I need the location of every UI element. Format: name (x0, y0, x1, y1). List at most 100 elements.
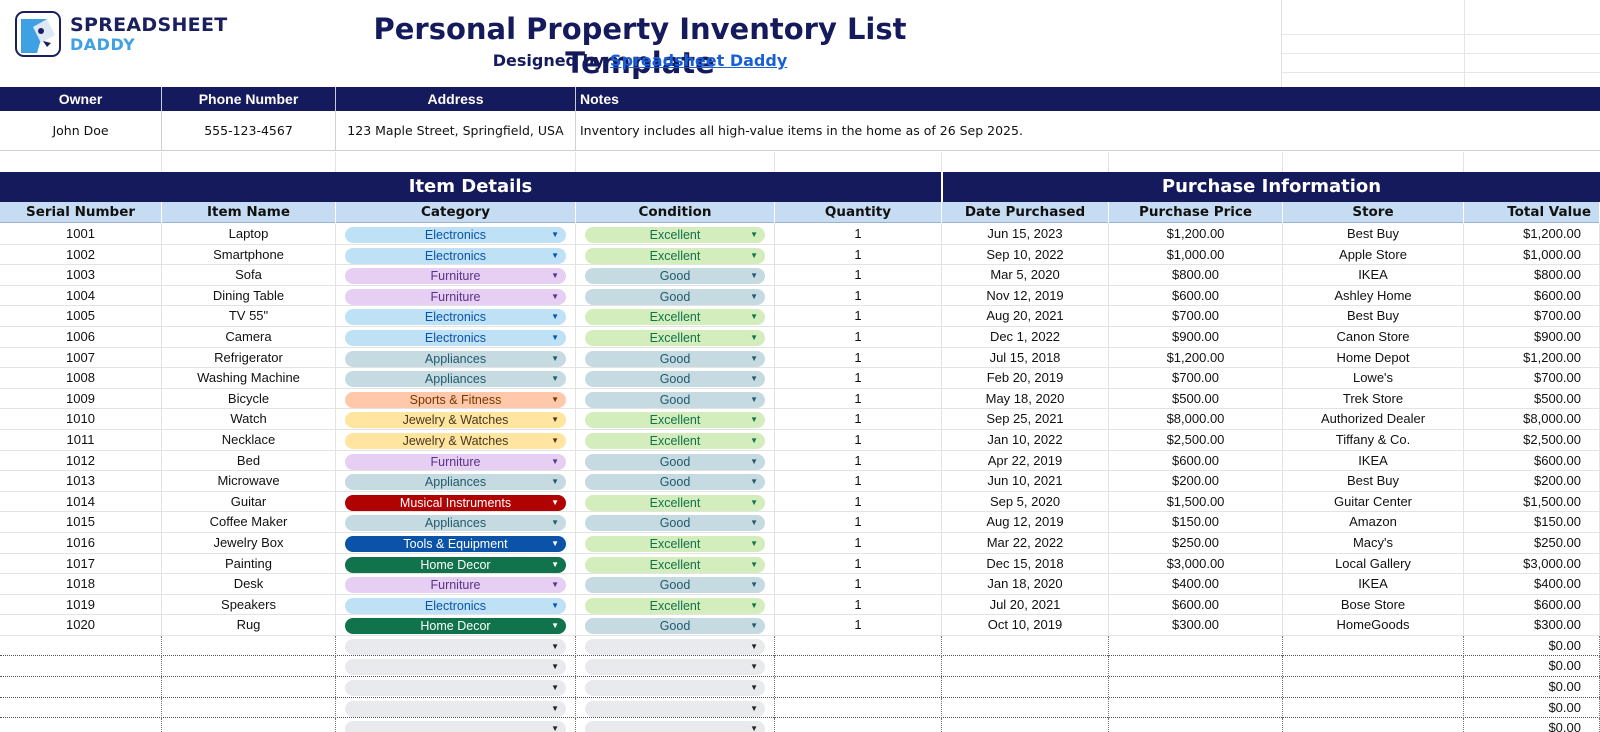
purchase-price-cell[interactable]: $250.00 (1109, 532, 1283, 553)
dropdown-arrow-icon[interactable]: ▼ (551, 271, 559, 281)
serial-number-cell[interactable]: 1014 (0, 491, 162, 512)
serial-number-cell[interactable]: 1007 (0, 347, 162, 368)
serial-number-cell[interactable]: 1013 (0, 471, 162, 492)
condition-dropdown[interactable]: Excellent ▼ (585, 597, 765, 614)
item-name-cell[interactable] (162, 697, 336, 718)
purchase-price-cell[interactable]: $500.00 (1109, 388, 1283, 409)
condition-dropdown[interactable]: Good ▼ (585, 618, 765, 635)
date-purchased-cell[interactable]: Jan 18, 2020 (942, 574, 1109, 595)
category-dropdown[interactable]: Appliances ▼ (345, 350, 566, 367)
total-value-cell[interactable]: $800.00 (1464, 265, 1600, 286)
purchase-price-cell[interactable] (1109, 718, 1283, 732)
purchase-price-cell[interactable] (1109, 677, 1283, 698)
purchase-price-cell[interactable]: $700.00 (1109, 368, 1283, 389)
dropdown-arrow-icon[interactable]: ▼ (551, 621, 559, 631)
total-value-cell[interactable]: $1,000.00 (1464, 244, 1600, 265)
date-purchased-cell[interactable]: Sep 25, 2021 (942, 409, 1109, 430)
item-name-cell[interactable]: Bicycle (162, 388, 336, 409)
quantity-cell[interactable]: 1 (775, 388, 942, 409)
date-purchased-cell[interactable]: Dec 15, 2018 (942, 553, 1109, 574)
item-name-cell[interactable]: Camera (162, 326, 336, 347)
dropdown-arrow-icon[interactable]: ▼ (750, 600, 758, 610)
total-value-cell[interactable]: $600.00 (1464, 594, 1600, 615)
dropdown-arrow-icon[interactable]: ▼ (551, 538, 559, 548)
total-value-cell[interactable]: $2,500.00 (1464, 429, 1600, 450)
total-value-cell[interactable]: $900.00 (1464, 326, 1600, 347)
serial-number-cell[interactable] (0, 656, 162, 677)
quantity-cell[interactable]: 1 (775, 306, 942, 327)
item-name-cell[interactable]: Desk (162, 574, 336, 595)
purchase-price-cell[interactable]: $200.00 (1109, 471, 1283, 492)
designer-link[interactable]: Spreadsheet Daddy (610, 51, 788, 70)
item-name-cell[interactable] (162, 656, 336, 677)
item-name-cell[interactable]: Smartphone (162, 244, 336, 265)
category-dropdown[interactable]: ▼ (345, 700, 566, 717)
condition-dropdown[interactable]: Excellent ▼ (585, 556, 765, 573)
purchase-price-cell[interactable]: $600.00 (1109, 450, 1283, 471)
date-purchased-cell[interactable]: Apr 22, 2019 (942, 450, 1109, 471)
quantity-cell[interactable]: 1 (775, 491, 942, 512)
item-name-cell[interactable]: Refrigerator (162, 347, 336, 368)
dropdown-arrow-icon[interactable]: ▼ (750, 703, 758, 713)
total-value-cell[interactable]: $500.00 (1464, 388, 1600, 409)
dropdown-arrow-icon[interactable]: ▼ (750, 374, 758, 384)
serial-number-cell[interactable]: 1005 (0, 306, 162, 327)
item-name-cell[interactable]: Necklace (162, 429, 336, 450)
quantity-cell[interactable]: 1 (775, 224, 942, 244)
serial-number-cell[interactable]: 1006 (0, 326, 162, 347)
quantity-cell[interactable] (775, 656, 942, 677)
category-dropdown[interactable]: Appliances ▼ (345, 371, 566, 388)
date-purchased-cell[interactable] (942, 635, 1109, 656)
dropdown-arrow-icon[interactable]: ▼ (750, 518, 758, 528)
dropdown-arrow-icon[interactable]: ▼ (750, 415, 758, 425)
dropdown-arrow-icon[interactable]: ▼ (750, 497, 758, 507)
category-dropdown[interactable]: Electronics ▼ (345, 247, 566, 264)
condition-dropdown[interactable]: Excellent ▼ (585, 535, 765, 552)
date-purchased-cell[interactable]: Dec 1, 2022 (942, 326, 1109, 347)
store-cell[interactable]: Best Buy (1283, 224, 1464, 244)
total-value-cell[interactable]: $8,000.00 (1464, 409, 1600, 430)
store-cell[interactable] (1283, 697, 1464, 718)
quantity-cell[interactable]: 1 (775, 244, 942, 265)
dropdown-arrow-icon[interactable]: ▼ (551, 497, 559, 507)
dropdown-arrow-icon[interactable]: ▼ (750, 435, 758, 445)
quantity-cell[interactable]: 1 (775, 368, 942, 389)
store-cell[interactable]: Ashley Home (1283, 285, 1464, 306)
condition-dropdown[interactable]: Excellent ▼ (585, 329, 765, 346)
dropdown-arrow-icon[interactable]: ▼ (551, 312, 559, 322)
condition-dropdown[interactable]: Good ▼ (585, 391, 765, 408)
category-dropdown[interactable]: Appliances ▼ (345, 515, 566, 532)
quantity-cell[interactable]: 1 (775, 285, 942, 306)
date-purchased-cell[interactable]: Nov 12, 2019 (942, 285, 1109, 306)
purchase-price-cell[interactable]: $150.00 (1109, 512, 1283, 533)
total-value-cell[interactable]: $0.00 (1464, 635, 1600, 656)
dropdown-arrow-icon[interactable]: ▼ (750, 683, 758, 693)
store-cell[interactable]: Bose Store (1283, 594, 1464, 615)
date-purchased-cell[interactable]: Aug 20, 2021 (942, 306, 1109, 327)
dropdown-arrow-icon[interactable]: ▼ (551, 394, 559, 404)
store-cell[interactable]: HomeGoods (1283, 615, 1464, 636)
condition-dropdown[interactable]: Excellent ▼ (585, 247, 765, 264)
quantity-cell[interactable] (775, 635, 942, 656)
purchase-price-cell[interactable] (1109, 635, 1283, 656)
purchase-price-cell[interactable]: $600.00 (1109, 594, 1283, 615)
total-value-cell[interactable]: $250.00 (1464, 532, 1600, 553)
dropdown-arrow-icon[interactable]: ▼ (750, 641, 758, 651)
total-value-cell[interactable]: $1,200.00 (1464, 347, 1600, 368)
total-value-cell[interactable]: $150.00 (1464, 512, 1600, 533)
category-dropdown[interactable]: Electronics ▼ (345, 227, 566, 243)
dropdown-arrow-icon[interactable]: ▼ (551, 724, 559, 732)
item-name-cell[interactable]: Painting (162, 553, 336, 574)
date-purchased-cell[interactable]: Mar 5, 2020 (942, 265, 1109, 286)
item-name-cell[interactable]: Guitar (162, 491, 336, 512)
quantity-cell[interactable]: 1 (775, 347, 942, 368)
dropdown-arrow-icon[interactable]: ▼ (551, 518, 559, 528)
store-cell[interactable]: Authorized Dealer (1283, 409, 1464, 430)
date-purchased-cell[interactable]: Jan 10, 2022 (942, 429, 1109, 450)
dropdown-arrow-icon[interactable]: ▼ (750, 394, 758, 404)
purchase-price-cell[interactable] (1109, 656, 1283, 677)
item-name-cell[interactable]: Coffee Maker (162, 512, 336, 533)
serial-number-cell[interactable]: 1020 (0, 615, 162, 636)
item-name-cell[interactable] (162, 635, 336, 656)
condition-dropdown[interactable]: ▼ (585, 721, 765, 732)
